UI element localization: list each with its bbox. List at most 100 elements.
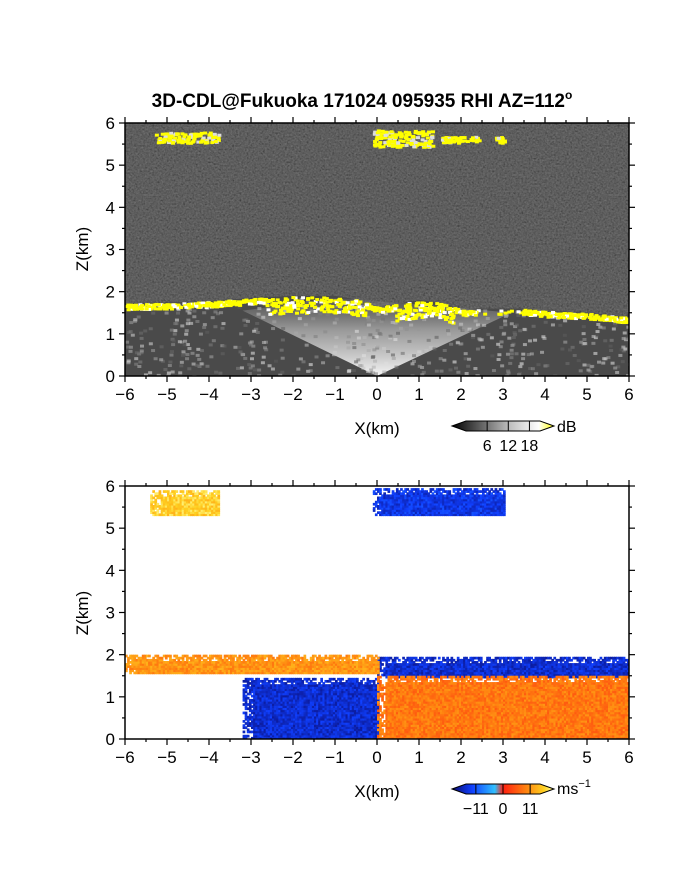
velocity-cell: [444, 673, 447, 677]
velocity-cell: [326, 703, 330, 706]
velocity-cell: [248, 730, 252, 734]
velocity-cell: [265, 724, 269, 727]
velocity-cell: [257, 709, 260, 713]
velocity-cell: [578, 658, 582, 662]
speckle-cell: [251, 344, 256, 348]
velocity-cell: [263, 696, 267, 700]
velocity-cell: [284, 703, 288, 706]
velocity-cell: [507, 660, 510, 664]
speckle-cell: [209, 355, 214, 359]
velocity-cell: [626, 673, 629, 677]
velocity-cell: [582, 671, 586, 675]
velocity-cell: [261, 707, 265, 711]
speckle-cell: [197, 357, 202, 361]
velocity-cell: [299, 688, 302, 692]
aloft-backscatter-cell: [393, 136, 398, 140]
velocity-cell: [274, 709, 277, 713]
velocity-cell: [290, 736, 294, 739]
velocity-cell: [284, 682, 288, 685]
velocity-cell: [423, 663, 426, 666]
velocity-cell: [377, 711, 380, 715]
velocity-cell: [290, 696, 294, 700]
velocity-cell: [280, 690, 284, 694]
speckle-cell: [442, 349, 447, 353]
velocity-cell: [181, 656, 185, 660]
high-backscatter-cell: [408, 307, 413, 311]
velocity-cell: [578, 667, 582, 671]
speckle-cell: [626, 374, 629, 376]
speckle-cell: [610, 361, 615, 365]
velocity-cell: [309, 682, 313, 685]
velocity-cell: [335, 715, 338, 719]
velocity-cell: [335, 709, 338, 713]
velocity-cell: [167, 667, 170, 671]
velocity-cell: [318, 684, 321, 687]
velocity-cell: [330, 713, 334, 717]
velocity-cell: [597, 660, 601, 664]
velocity-cell: [360, 703, 363, 706]
aloft-backscatter-cell: [397, 131, 402, 135]
velocity-cell: [309, 688, 313, 692]
speckle-cell: [298, 357, 303, 361]
velocity-cell: [549, 673, 552, 677]
velocity-cell: [608, 667, 611, 671]
velocity-cell: [253, 701, 256, 704]
speckle-cell: [361, 304, 366, 308]
velocity-cell: [309, 703, 313, 706]
velocity-cell: [309, 690, 313, 694]
velocity-cell: [314, 703, 317, 706]
velocity-cell: [332, 705, 336, 708]
velocity-cell: [311, 682, 315, 685]
velocity-cell: [626, 669, 629, 673]
speckle-cell: [434, 369, 439, 373]
velocity-cell: [513, 656, 517, 660]
velocity-cell: [162, 667, 166, 671]
velocity-cell: [263, 726, 267, 730]
speckle-cell: [325, 354, 330, 358]
velocity-cell: [335, 736, 338, 739]
velocity-cell: [192, 660, 195, 664]
velocity-cell: [337, 703, 340, 706]
speckle-cell: [313, 335, 318, 339]
speckle-cell: [180, 353, 185, 357]
velocity-cell: [169, 656, 172, 660]
velocity-cell: [374, 728, 378, 732]
velocity-cell: [326, 724, 330, 727]
velocity-cell: [366, 679, 370, 683]
speckle-cell: [516, 313, 521, 317]
velocity-cell: [421, 673, 424, 677]
velocity-cell: [467, 665, 470, 668]
velocity-cell: [339, 679, 342, 683]
velocity-cell: [253, 679, 256, 683]
velocity-cell: [341, 715, 344, 719]
velocity-cell: [309, 701, 313, 704]
velocity-cell: [148, 671, 151, 675]
velocity-cell: [339, 734, 342, 738]
velocity-cell: [362, 734, 365, 738]
velocity-cell: [341, 724, 344, 727]
velocity-cell: [345, 726, 349, 730]
velocity-cell: [618, 667, 622, 671]
velocity-cell: [524, 665, 527, 668]
velocity-cell: [288, 690, 292, 694]
high-backscatter-cell: [275, 305, 280, 309]
velocity-cell: [244, 734, 248, 738]
speckle-cell: [497, 353, 502, 357]
velocity-cell: [370, 692, 374, 696]
velocity-cell: [316, 694, 319, 698]
velocity-cell: [261, 715, 265, 719]
velocity-cell: [423, 660, 426, 664]
velocity-cell: [347, 703, 351, 706]
velocity-cell: [322, 720, 326, 723]
velocity-cell: [463, 660, 466, 664]
velocity-cell: [280, 698, 284, 702]
velocity-cell: [437, 669, 441, 673]
velocity-cell: [591, 671, 594, 675]
speckle-cell: [325, 313, 330, 317]
high-backscatter-cell: [398, 308, 403, 312]
velocity-cell: [326, 715, 330, 719]
speckle-cell: [513, 333, 518, 337]
velocity-cell: [345, 724, 349, 727]
velocity-cell: [269, 690, 273, 694]
